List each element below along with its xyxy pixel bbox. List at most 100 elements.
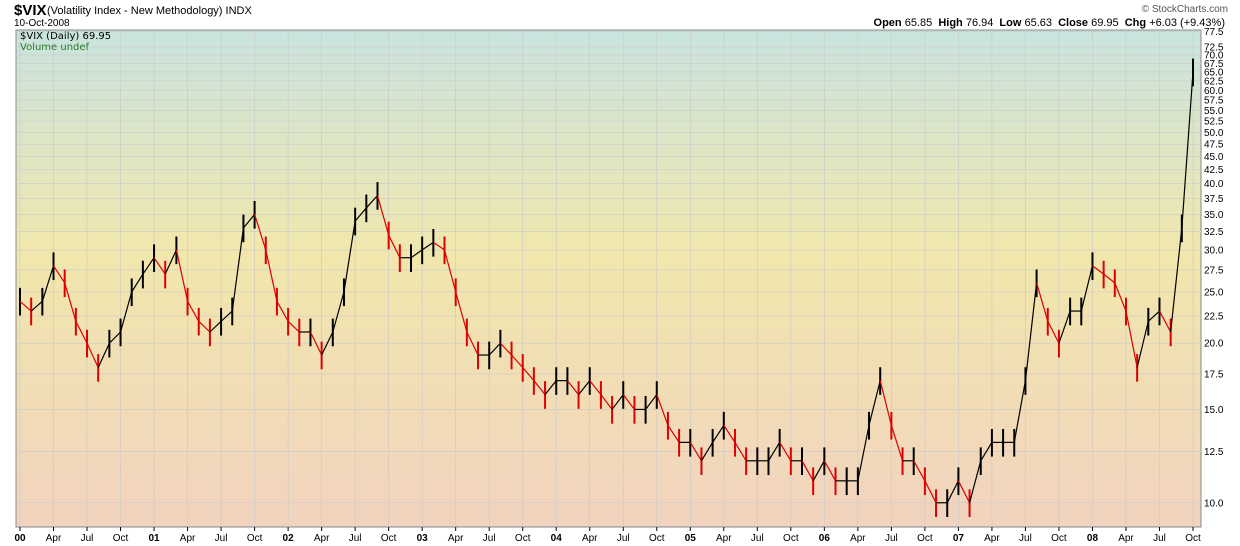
x-tick-label: Oct (515, 533, 531, 544)
price-segment (578, 380, 591, 395)
price-segment (142, 257, 155, 275)
price-segment (801, 460, 814, 482)
x-tick-label: Oct (113, 533, 129, 544)
price-segment (421, 241, 434, 251)
low-label: Low (999, 17, 1022, 29)
price-segment (365, 195, 378, 209)
y-tick-label: 37.5 (1204, 194, 1224, 205)
price-segment (119, 291, 133, 333)
price-segment (276, 300, 289, 322)
price-segment (957, 480, 971, 504)
x-tick-label: Apr (850, 533, 866, 544)
y-tick-label: 17.5 (1204, 369, 1224, 380)
price-segment (767, 442, 781, 462)
price-segment (1147, 310, 1160, 322)
x-tick-label: 04 (551, 533, 563, 544)
price-segment (455, 291, 468, 333)
price-segment (19, 300, 32, 312)
price-segment (622, 394, 635, 410)
y-tick-label: 22.5 (1204, 312, 1224, 323)
price-segment (611, 394, 624, 410)
x-tick-label: Jul (885, 533, 898, 544)
price-segment (1080, 265, 1094, 312)
x-tick-label: Apr (46, 533, 62, 544)
x-tick-label: Oct (1051, 533, 1067, 544)
legend: $VIX (Daily) 69.95 Volume undef (20, 31, 111, 53)
price-segment (108, 331, 121, 344)
x-tick-label: Jul (751, 533, 764, 544)
y-tick-label: 52.5 (1204, 117, 1224, 128)
price-segment (890, 425, 904, 461)
x-tick-label: Jul (1153, 533, 1166, 544)
close-label: Close (1058, 17, 1089, 29)
price-segment (968, 460, 982, 503)
x-tick-label: Jul (1019, 533, 1032, 544)
legend-volume: Volume undef (20, 42, 90, 53)
y-tick-label: 72.5 (1204, 42, 1224, 53)
price-segment (1047, 321, 1060, 344)
y-tick-label: 55.0 (1204, 106, 1224, 117)
price-segment (354, 207, 367, 222)
price-segment (220, 310, 233, 322)
ohlc-readout: Open 65.85 High 76.94 Low 65.63 Close 69… (874, 17, 1228, 29)
price-segment (734, 442, 747, 462)
price-segment (1170, 227, 1183, 333)
x-tick-label: Apr (716, 533, 732, 544)
price-segment (175, 249, 189, 302)
low-value: 65.63 (1024, 17, 1053, 29)
x-tick-label: 00 (14, 533, 26, 544)
price-segment (1036, 282, 1049, 322)
price-segment (823, 460, 837, 482)
price-segment (53, 265, 66, 284)
y-tick-label: 60.0 (1204, 86, 1224, 97)
price-segment (689, 442, 702, 462)
chg-label: Chg (1124, 17, 1147, 29)
y-tick-label: 32.5 (1204, 227, 1224, 238)
x-tick-label: Apr (314, 533, 330, 544)
price-segment (1114, 282, 1127, 312)
price-segment (443, 249, 457, 293)
x-tick-label: Oct (381, 533, 397, 544)
price-segment (410, 249, 423, 259)
x-tick-label: Oct (783, 533, 799, 544)
legend-series: $VIX (Daily) 69.95 (20, 31, 112, 42)
price-segment (131, 273, 144, 293)
price-segment (879, 380, 892, 426)
y-tick-label: 10.0 (1204, 498, 1224, 509)
price-segment (153, 257, 166, 275)
price-segment (187, 300, 200, 322)
x-tick-label: 03 (417, 533, 429, 544)
price-segment (1058, 310, 1071, 344)
price-segment (857, 425, 870, 481)
x-tick-label: Oct (1185, 533, 1201, 544)
price-segment (488, 342, 501, 356)
y-tick-label: 40.0 (1204, 179, 1224, 190)
price-segment (287, 320, 300, 333)
y-tick-label: 62.5 (1204, 76, 1224, 87)
price-segment (913, 460, 926, 482)
y-tick-label: 27.5 (1204, 265, 1224, 276)
price-segment (1024, 282, 1038, 381)
price-segment (1158, 310, 1172, 333)
x-tick-label: 02 (283, 533, 295, 544)
price-segment (868, 380, 881, 426)
y-tick-label: 25.0 (1204, 287, 1224, 298)
x-tick-label: 05 (685, 533, 697, 544)
price-segment (723, 424, 736, 443)
y-tick-label: 50.0 (1204, 128, 1224, 139)
price-segment (1181, 71, 1194, 229)
price-segment (980, 442, 993, 462)
chart-date: 10-Oct-2008 (14, 18, 70, 29)
price-marks (19, 58, 1194, 517)
price-segment (231, 227, 245, 312)
x-tick-label: 07 (953, 533, 965, 544)
price-segment (700, 442, 714, 462)
y-tick-label: 15.0 (1204, 405, 1224, 416)
x-tick-label: Jul (81, 533, 94, 544)
price-segment (64, 282, 77, 322)
price-segment (712, 424, 725, 443)
price-segment (209, 320, 222, 333)
price-segment (1013, 380, 1027, 443)
x-tick-label: Jul (617, 533, 630, 544)
x-tick-label: Jul (349, 533, 362, 544)
